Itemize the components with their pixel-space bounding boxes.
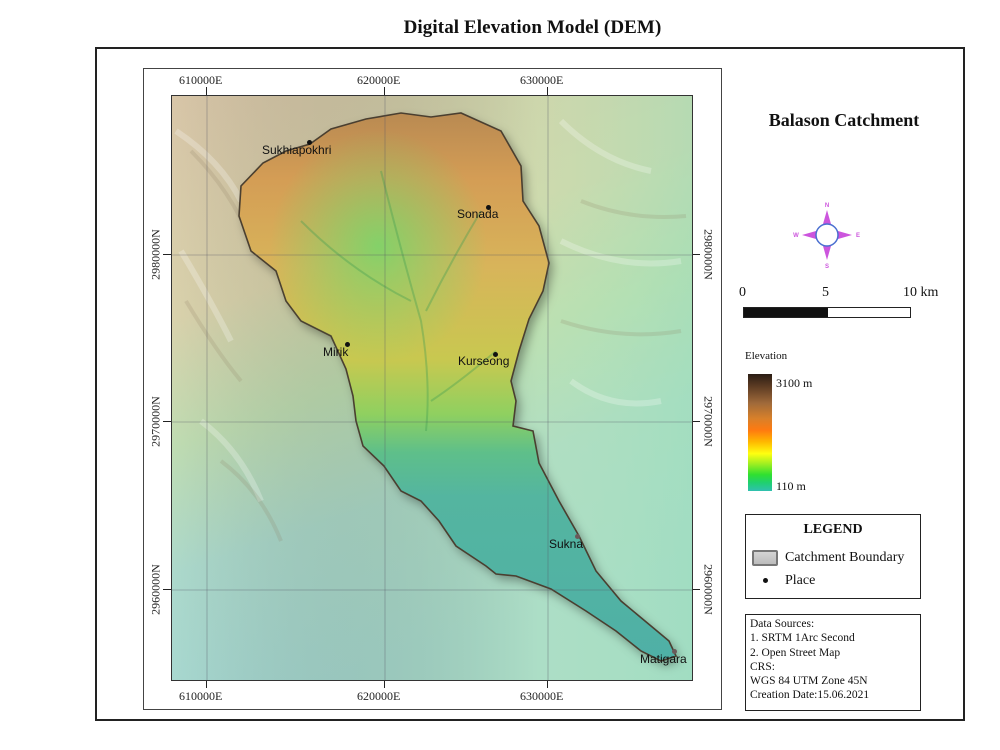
tick-mark bbox=[547, 680, 548, 688]
y-tick-right-3: 2960000N bbox=[701, 564, 716, 615]
elevation-legend-title: Elevation bbox=[745, 350, 788, 362]
tick-mark bbox=[206, 87, 207, 95]
tick-mark bbox=[206, 680, 207, 688]
place-label-kurseong: Kurseong bbox=[458, 354, 510, 368]
layout-frame bbox=[95, 47, 965, 721]
svg-text:N: N bbox=[825, 203, 829, 209]
info-line: CRS: bbox=[750, 660, 775, 673]
tick-mark bbox=[692, 254, 700, 255]
x-tick-bottom-3: 630000E bbox=[520, 689, 564, 703]
place-label-sukhiapokhri: Sukhiapokhri bbox=[262, 143, 332, 157]
y-tick-left-1: 2980000N bbox=[148, 229, 163, 280]
info-line: Creation Date:15.06.2021 bbox=[750, 689, 870, 702]
y-tick-right-2: 2970000N bbox=[701, 396, 716, 447]
place-dot-matigara bbox=[672, 649, 677, 654]
svg-text:S: S bbox=[825, 264, 829, 270]
elevation-max-label: 3100 m bbox=[776, 376, 813, 390]
tick-mark bbox=[163, 254, 171, 255]
dem-raster bbox=[172, 96, 692, 680]
tick-mark bbox=[384, 680, 385, 688]
place-dot-mirik bbox=[345, 342, 350, 347]
metadata-box: Data Sources: 1. SRTM 1Arc Second 2. Ope… bbox=[745, 614, 921, 711]
x-tick-bottom-1: 610000E bbox=[179, 689, 223, 703]
place-symbol-icon bbox=[763, 578, 768, 583]
y-tick-left-3: 2960000N bbox=[148, 564, 163, 615]
tick-mark bbox=[692, 589, 700, 590]
tick-mark bbox=[547, 87, 548, 95]
info-line: 2. Open Street Map bbox=[750, 646, 841, 659]
elevation-min-label: 110 m bbox=[776, 479, 806, 493]
scale-bar bbox=[743, 307, 911, 318]
map-title: Digital Elevation Model (DEM) bbox=[403, 17, 662, 38]
svg-text:W: W bbox=[793, 233, 799, 239]
place-dot-sukhiapokhri bbox=[307, 140, 312, 145]
place-label-matigara: Matigara bbox=[640, 652, 687, 666]
x-tick-top-1: 610000E bbox=[179, 73, 223, 87]
x-tick-top-2: 620000E bbox=[357, 73, 401, 87]
legend-box bbox=[745, 514, 921, 599]
place-label-sonada: Sonada bbox=[457, 207, 499, 221]
legend-item-place: Place bbox=[785, 573, 816, 588]
info-line: 1. SRTM 1Arc Second bbox=[750, 632, 855, 645]
tick-mark bbox=[384, 87, 385, 95]
place-dot-sukna bbox=[575, 534, 580, 539]
place-dot-kurseong bbox=[493, 352, 498, 357]
area-title: Balason Catchment bbox=[768, 110, 920, 130]
tick-mark bbox=[163, 421, 171, 422]
info-line: Data Sources: bbox=[750, 618, 815, 630]
tick-mark bbox=[692, 421, 700, 422]
place-dot-sonada bbox=[486, 205, 491, 210]
scale-label-5: 5 bbox=[822, 285, 829, 300]
svg-text:E: E bbox=[856, 233, 860, 239]
info-line: WGS 84 UTM Zone 45N bbox=[750, 675, 868, 688]
y-tick-left-2: 2970000N bbox=[148, 396, 163, 447]
dem-map[interactable] bbox=[171, 95, 693, 681]
elevation-color-ramp bbox=[748, 374, 772, 491]
place-label-mirik: Mirik bbox=[323, 345, 349, 359]
legend-item-catchment: Catchment Boundary bbox=[785, 550, 905, 565]
north-arrow-icon: N S W E bbox=[792, 200, 862, 270]
scale-label-0: 0 bbox=[739, 285, 746, 300]
legend-title: LEGEND bbox=[803, 522, 863, 537]
tick-mark bbox=[163, 589, 171, 590]
x-tick-top-3: 630000E bbox=[520, 73, 564, 87]
x-tick-bottom-2: 620000E bbox=[357, 689, 401, 703]
scale-bar-filled bbox=[744, 308, 828, 317]
catchment-boundary-swatch bbox=[752, 550, 778, 566]
y-tick-right-1: 2980000N bbox=[701, 229, 716, 280]
place-label-sukna: Sukna bbox=[549, 537, 584, 551]
scale-label-10: 10 km bbox=[903, 285, 939, 300]
